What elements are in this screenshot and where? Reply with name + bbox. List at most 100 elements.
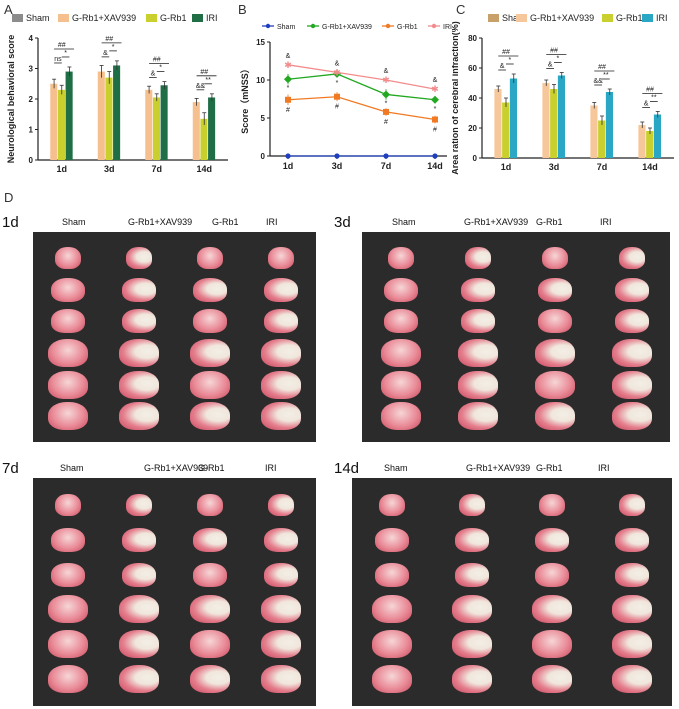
bar: [192, 102, 200, 160]
bar: [638, 125, 646, 158]
legend-marker: [431, 23, 437, 29]
brain-slice: [51, 277, 86, 302]
brain-slice: [532, 664, 572, 693]
brain-slice: [534, 338, 575, 367]
group-label: Sham: [392, 217, 416, 227]
panel-letter-c: C: [456, 2, 466, 17]
bar: [57, 89, 65, 160]
legend-swatch: [12, 14, 23, 22]
sig-label: &: [548, 62, 553, 69]
group-label: G-Rb1+XAV939: [466, 463, 531, 473]
bar: [653, 114, 662, 158]
data-point: [383, 153, 389, 159]
brain-slice: [539, 494, 565, 517]
bar: [557, 75, 566, 158]
brain-slice: [387, 246, 414, 269]
brain-slice: [375, 528, 409, 552]
series-line: [287, 64, 436, 90]
brain-slice: [192, 309, 227, 334]
brain-slice: [48, 664, 89, 693]
sig-label: ##: [200, 69, 208, 76]
bar: [208, 97, 216, 160]
timepoint-label: 1d: [2, 214, 19, 231]
data-point: ✱: [333, 67, 341, 77]
legend-label: G-Rb1: [397, 24, 418, 31]
brain-slice: [457, 370, 498, 399]
sig-label: **: [603, 72, 609, 79]
group-label: G-Rb1+XAV939: [464, 217, 529, 227]
brain-slice: [383, 277, 418, 302]
sig-label: ##: [153, 57, 161, 64]
y-tick-label: 0: [261, 152, 266, 161]
group-label: IRI: [600, 217, 612, 227]
sig-label: ##: [598, 64, 606, 71]
timepoint-label: 3d: [334, 214, 351, 231]
brain-slice: [459, 494, 485, 517]
legend-label: G-Rb1+XAV939: [530, 13, 594, 23]
bar: [65, 71, 73, 160]
brain-slice: [532, 630, 572, 658]
sig-label: &: [433, 77, 438, 84]
x-tick-label: 1d: [283, 161, 294, 171]
data-point: [431, 95, 439, 104]
group-label: Sham: [384, 463, 408, 473]
legend-swatch: [642, 14, 653, 22]
brain-slice: [260, 630, 301, 658]
brain-slice: [452, 630, 492, 658]
sig-label: &: [335, 60, 340, 67]
brain-slice: [612, 664, 652, 693]
panel-letter-a: A: [4, 2, 13, 17]
sig-label: **: [651, 95, 657, 102]
bar: [152, 97, 160, 160]
x-tick-label: 7d: [151, 164, 162, 174]
brain-slice: [260, 402, 301, 431]
brain-slice: [119, 595, 160, 624]
y-tick-label: 0: [29, 156, 34, 165]
brain-slice: [189, 370, 230, 399]
brain-slice: [192, 562, 227, 587]
group-label: G-Rb1+XAV939: [144, 463, 209, 473]
panel-letter-d: D: [4, 190, 14, 205]
brain-slice: [611, 370, 652, 399]
brain-slice-panel: [352, 478, 672, 706]
brain-slice: [612, 630, 652, 658]
sig-label: ns: [54, 56, 62, 63]
legend-label: Sham: [26, 13, 50, 23]
legend-label: G-Rb1+XAV939: [72, 13, 136, 23]
x-tick-label: 7d: [381, 161, 392, 171]
brain-slice: [189, 402, 230, 431]
x-tick-label: 3d: [104, 164, 115, 174]
legend-label: Sham: [502, 13, 526, 23]
sig-label: ##: [550, 48, 558, 55]
data-point: [382, 90, 390, 99]
sig-label: &: [384, 68, 389, 75]
brain-slice: [189, 630, 230, 658]
brain-slice: [615, 528, 649, 552]
brain-slice: [48, 630, 89, 658]
x-tick-label: 14d: [427, 161, 443, 171]
sig-label: &: [644, 101, 649, 108]
y-tick-label: 2: [29, 95, 34, 104]
data-point: [285, 153, 291, 159]
bar: [598, 120, 606, 158]
group-label: G-Rb1: [536, 217, 563, 227]
sig-label: &&: [593, 78, 603, 85]
sig-label: ##: [105, 36, 113, 43]
bar: [105, 77, 113, 160]
sig-label: *: [159, 65, 162, 72]
group-label: Sham: [60, 463, 84, 473]
brain-slice: [267, 494, 294, 517]
sig-label: *: [287, 85, 290, 92]
brain-slice-panel: [362, 232, 670, 442]
bar: [590, 105, 598, 158]
timepoint-label: 7d: [2, 460, 19, 477]
group-label: G-Rb1: [212, 217, 239, 227]
sig-label: *: [509, 57, 512, 64]
y-tick-label: 5: [261, 114, 266, 123]
brain-slice: [618, 246, 645, 269]
data-point: [284, 75, 292, 84]
brain-slice-panel: [33, 232, 316, 442]
bar: [200, 118, 208, 160]
group-label: G-Rb1: [536, 463, 563, 473]
